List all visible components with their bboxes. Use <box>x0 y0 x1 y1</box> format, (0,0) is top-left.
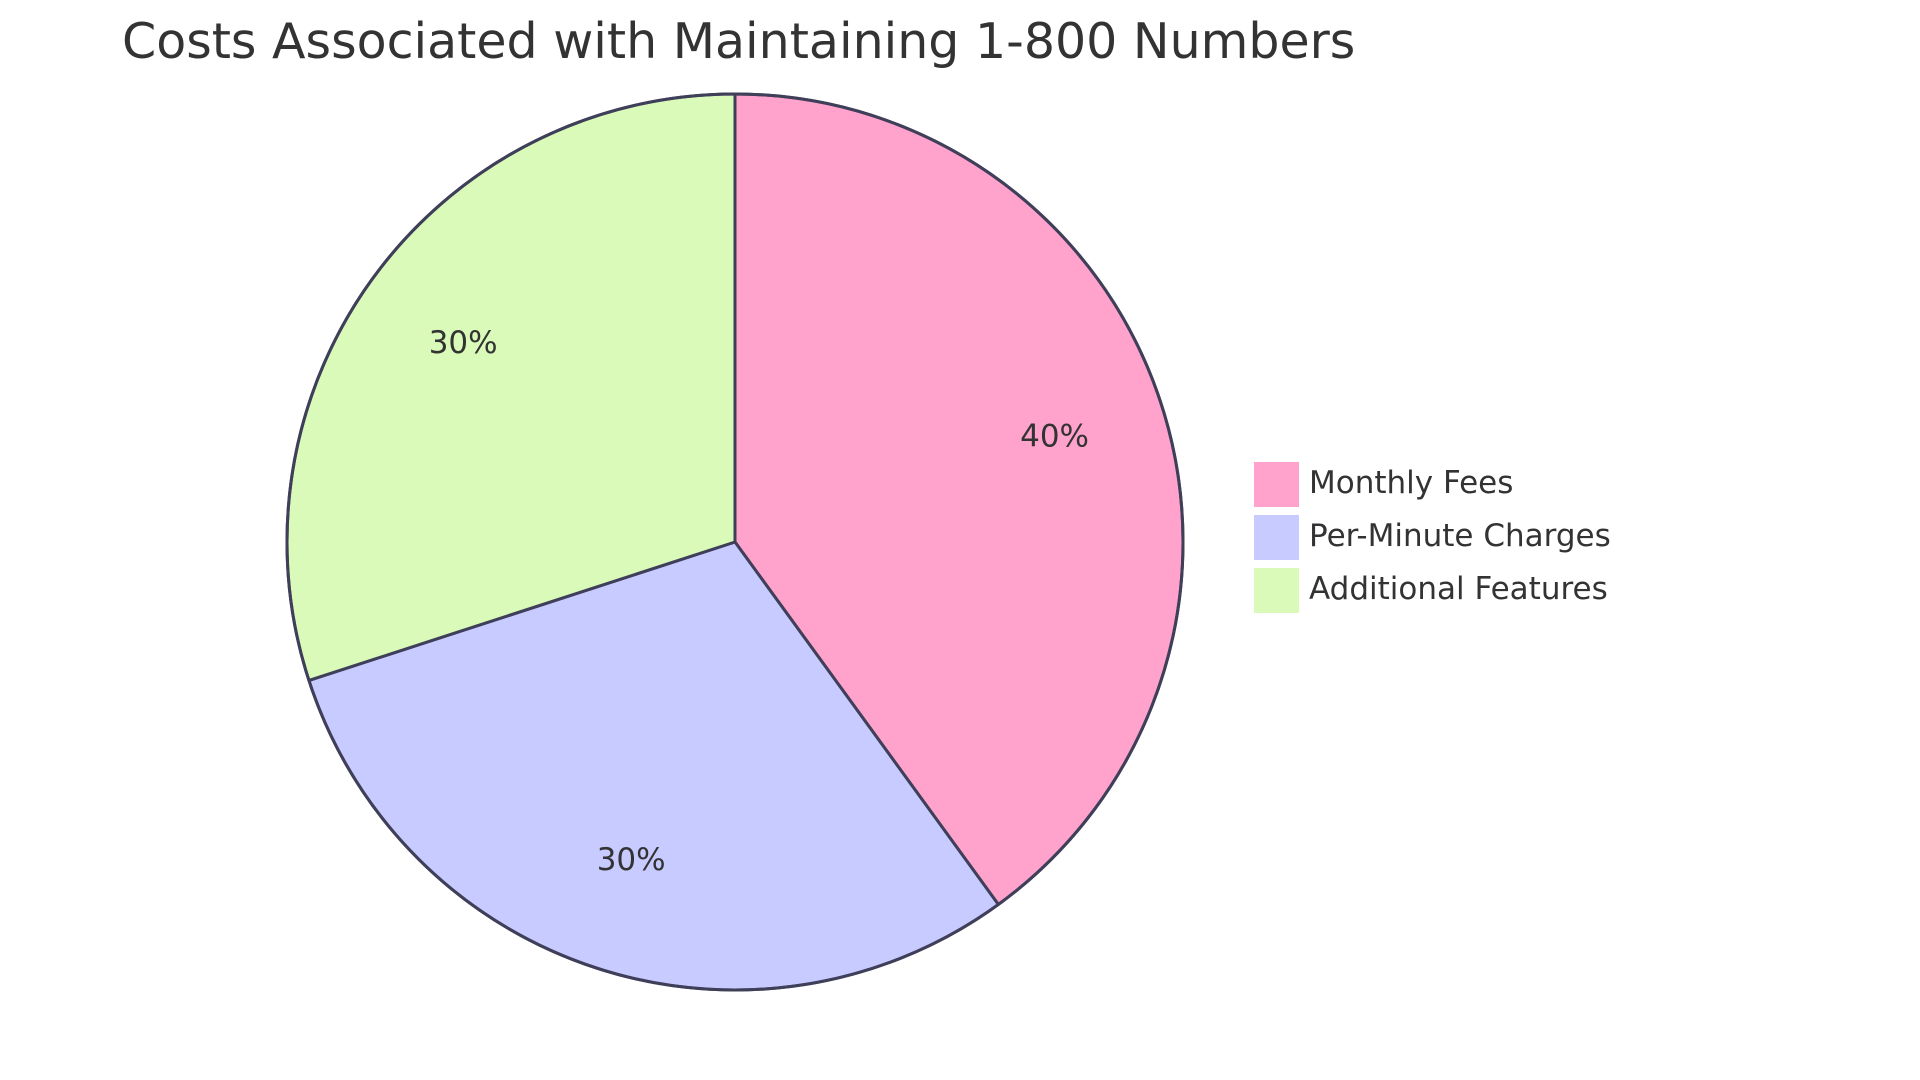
pie-slices <box>285 92 1185 992</box>
chart-title: Costs Associated with Maintaining 1-800 … <box>122 13 1355 70</box>
legend-label: Additional Features <box>1309 571 1608 607</box>
pie-slice-value-label: 30% <box>429 325 498 361</box>
legend-label: Monthly Fees <box>1309 465 1513 501</box>
pie-outline <box>285 92 1185 992</box>
pie-slice-value-label: 40% <box>1020 419 1089 455</box>
legend-swatch <box>1254 568 1299 613</box>
legend-swatch <box>1254 515 1299 560</box>
pie-slice-value-label: 30% <box>597 842 666 878</box>
legend: Monthly Fees Per-Minute Charges Additional… <box>1254 462 1611 613</box>
pie-slice-labels: 40% 30% 30% <box>429 325 1089 878</box>
legend-swatch <box>1254 462 1299 507</box>
legend-label: Per-Minute Charges <box>1309 518 1611 554</box>
